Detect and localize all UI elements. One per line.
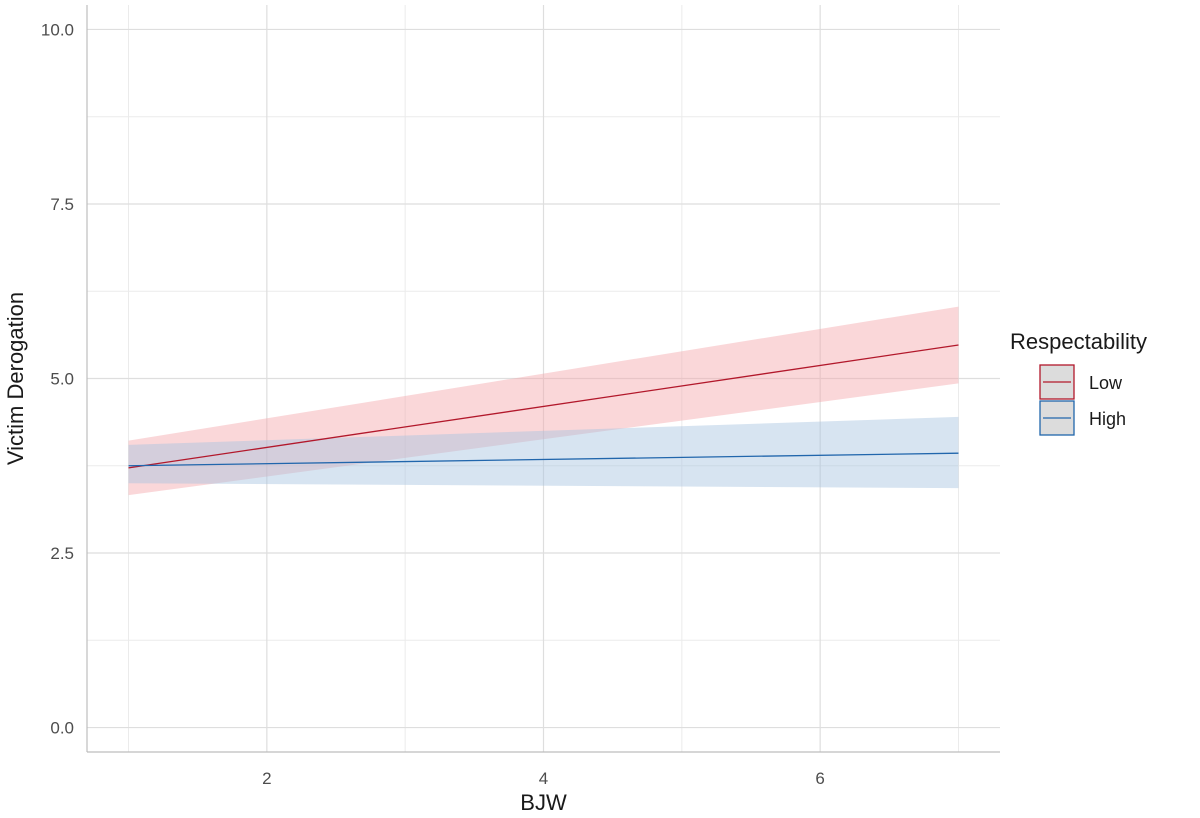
y-axis-title: Victim Derogation [3, 292, 28, 465]
confidence-ribbons [128, 306, 959, 496]
ribbon-low [128, 306, 959, 496]
x-tick-labels: 2 4 6 [262, 769, 825, 788]
legend-title: Respectability [1010, 329, 1147, 354]
y-tick-label: 2.5 [50, 544, 74, 563]
legend: Respectability Low High [1010, 329, 1147, 436]
y-tick-labels: 0.0 2.5 5.0 7.5 10.0 [41, 20, 74, 737]
y-tick-label: 0.0 [50, 719, 74, 738]
y-tick-label: 7.5 [50, 195, 74, 214]
x-tick-label: 2 [262, 769, 271, 788]
axes [86, 5, 1000, 753]
major-gridlines [87, 5, 1000, 752]
line-low [128, 344, 959, 469]
x-axis-title: BJW [520, 790, 567, 815]
line-high [128, 452, 959, 467]
x-tick-label: 4 [539, 769, 548, 788]
ribbon-high [128, 416, 959, 489]
y-tick-label: 5.0 [50, 370, 74, 389]
legend-label-high: High [1089, 409, 1126, 429]
y-tick-label: 10.0 [41, 20, 74, 39]
series-lines [128, 344, 959, 469]
x-tick-label: 6 [815, 769, 824, 788]
legend-label-low: Low [1089, 373, 1123, 393]
